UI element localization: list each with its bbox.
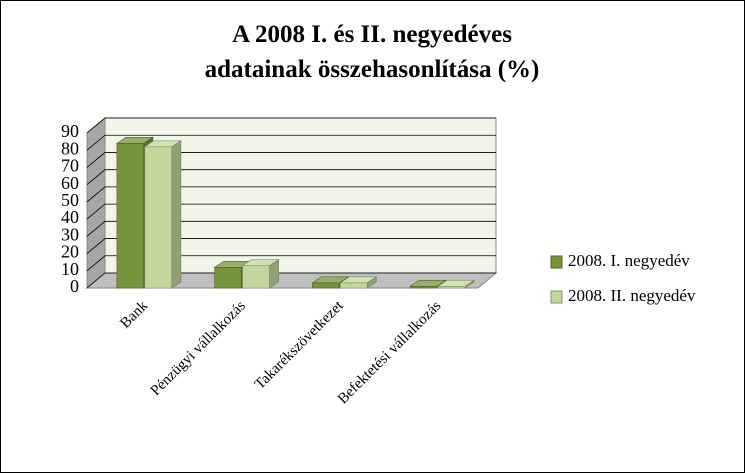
grid-line [86, 220, 496, 237]
bar-front [312, 282, 340, 289]
grid-line [86, 272, 496, 289]
side-wall [86, 116, 106, 290]
grid-line [86, 117, 496, 134]
y-tick-label: 40 [61, 207, 79, 227]
y-tick-label: 90 [61, 121, 79, 141]
grid-line [86, 152, 496, 168]
bar-front [340, 282, 368, 289]
bar [311, 276, 350, 289]
bar-side [171, 140, 182, 289]
bar-front [242, 265, 270, 289]
bar-side [367, 276, 377, 289]
y-tick-label: 80 [61, 138, 79, 158]
bar-front [214, 267, 242, 289]
bar [339, 276, 378, 289]
y-tick-label: 70 [61, 156, 79, 176]
y-tick-label: 30 [61, 224, 79, 244]
grid-line [86, 186, 496, 203]
legend-swatch [550, 290, 563, 304]
bar-side [269, 259, 279, 289]
bar-front [144, 146, 173, 289]
bar [143, 140, 182, 289]
y-tick-label: 20 [61, 242, 79, 262]
y-tick-label: 60 [61, 173, 79, 193]
bar [437, 279, 476, 289]
bar-side [464, 279, 475, 289]
grid-line [86, 255, 496, 272]
legend-label: 2008. I. negyedév [568, 251, 690, 270]
grid-line [86, 238, 496, 254]
legend-swatch [550, 255, 563, 269]
y-tick-label: 10 [61, 259, 79, 279]
bar-front [116, 143, 145, 289]
y-tick-label: 50 [61, 190, 79, 210]
chart-title: A 2008 I. és II. negyedéves adatainak öss… [205, 21, 540, 83]
bar [241, 259, 280, 289]
grid-line [86, 169, 496, 185]
y-tick-label: 0 [70, 276, 79, 296]
grid-line [86, 203, 496, 220]
legend-label: 2008. II. negyedév [568, 286, 696, 305]
grid-line [86, 134, 496, 151]
